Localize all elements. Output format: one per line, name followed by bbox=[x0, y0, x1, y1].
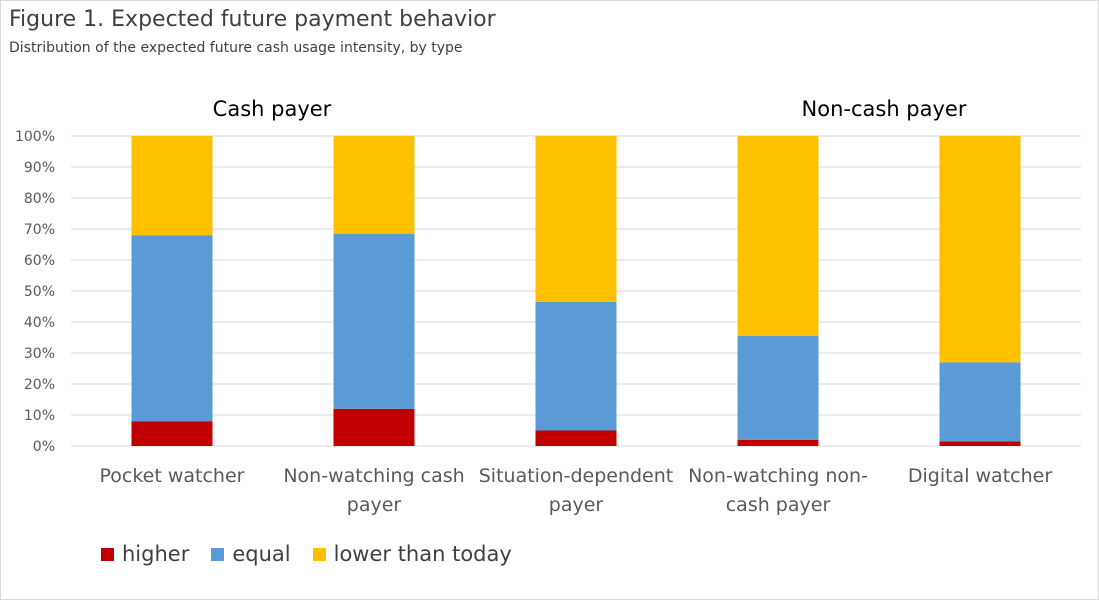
legend-item-equal: equal bbox=[211, 542, 291, 566]
y-tick-label: 40% bbox=[24, 315, 55, 331]
bar-segment-lower bbox=[535, 136, 617, 302]
legend-label-equal: equal bbox=[232, 542, 291, 566]
y-tick-label: 60% bbox=[24, 253, 55, 269]
x-category-label: Digital watcher bbox=[908, 465, 1052, 487]
legend-item-higher: higher bbox=[101, 542, 189, 566]
bar-segment-lower bbox=[333, 136, 415, 234]
bar-segment-lower bbox=[737, 136, 819, 336]
bar-segment-higher bbox=[939, 441, 1021, 446]
legend-item-lower: lower than today bbox=[312, 542, 512, 566]
x-category-label: payer bbox=[347, 494, 402, 516]
group-label-non-cash-payer: Non-cash payer bbox=[802, 97, 967, 121]
legend-swatch-equal bbox=[211, 547, 225, 561]
y-tick-label: 30% bbox=[24, 346, 55, 362]
bar-segment-higher bbox=[333, 408, 415, 446]
x-category-label: payer bbox=[549, 494, 604, 516]
y-tick-label: 100% bbox=[15, 129, 55, 145]
bar-segment-equal bbox=[737, 335, 819, 440]
x-category-label: Non-watching cash bbox=[283, 465, 464, 487]
legend: higher equal lower than today bbox=[101, 542, 512, 566]
y-tick-label: 20% bbox=[24, 377, 55, 393]
legend-swatch-lower bbox=[312, 547, 326, 561]
y-tick-label: 50% bbox=[24, 284, 55, 300]
y-tick-label: 0% bbox=[33, 439, 55, 455]
legend-label-higher: higher bbox=[122, 542, 190, 566]
bar-segment-higher bbox=[737, 439, 819, 446]
x-category-label: cash payer bbox=[726, 494, 831, 516]
bar-segment-equal bbox=[131, 235, 213, 422]
bar-segment-equal bbox=[535, 301, 617, 431]
bar-segment-higher bbox=[131, 421, 213, 446]
bar-segment-equal bbox=[939, 362, 1021, 442]
x-category-label: Pocket watcher bbox=[100, 465, 245, 487]
chart-subtitle: Distribution of the expected future cash… bbox=[9, 40, 463, 56]
bar-segment-lower bbox=[939, 136, 1021, 363]
y-tick-label: 70% bbox=[24, 222, 55, 238]
legend-label-lower: lower than today bbox=[333, 542, 512, 566]
x-category-label: Situation-dependent bbox=[479, 465, 674, 487]
y-tick-label: 10% bbox=[24, 408, 55, 424]
x-category-label: Non-watching non- bbox=[688, 465, 868, 487]
bar-segment-lower bbox=[131, 136, 213, 236]
bar-segment-equal bbox=[333, 233, 415, 409]
legend-swatch-higher bbox=[101, 547, 114, 561]
chart-title: Figure 1. Expected future payment behavi… bbox=[9, 7, 496, 32]
group-label-cash-payer: Cash payer bbox=[213, 97, 332, 121]
y-tick-label: 80% bbox=[24, 191, 55, 207]
bar-segment-higher bbox=[535, 430, 617, 446]
y-tick-label: 90% bbox=[24, 160, 55, 176]
